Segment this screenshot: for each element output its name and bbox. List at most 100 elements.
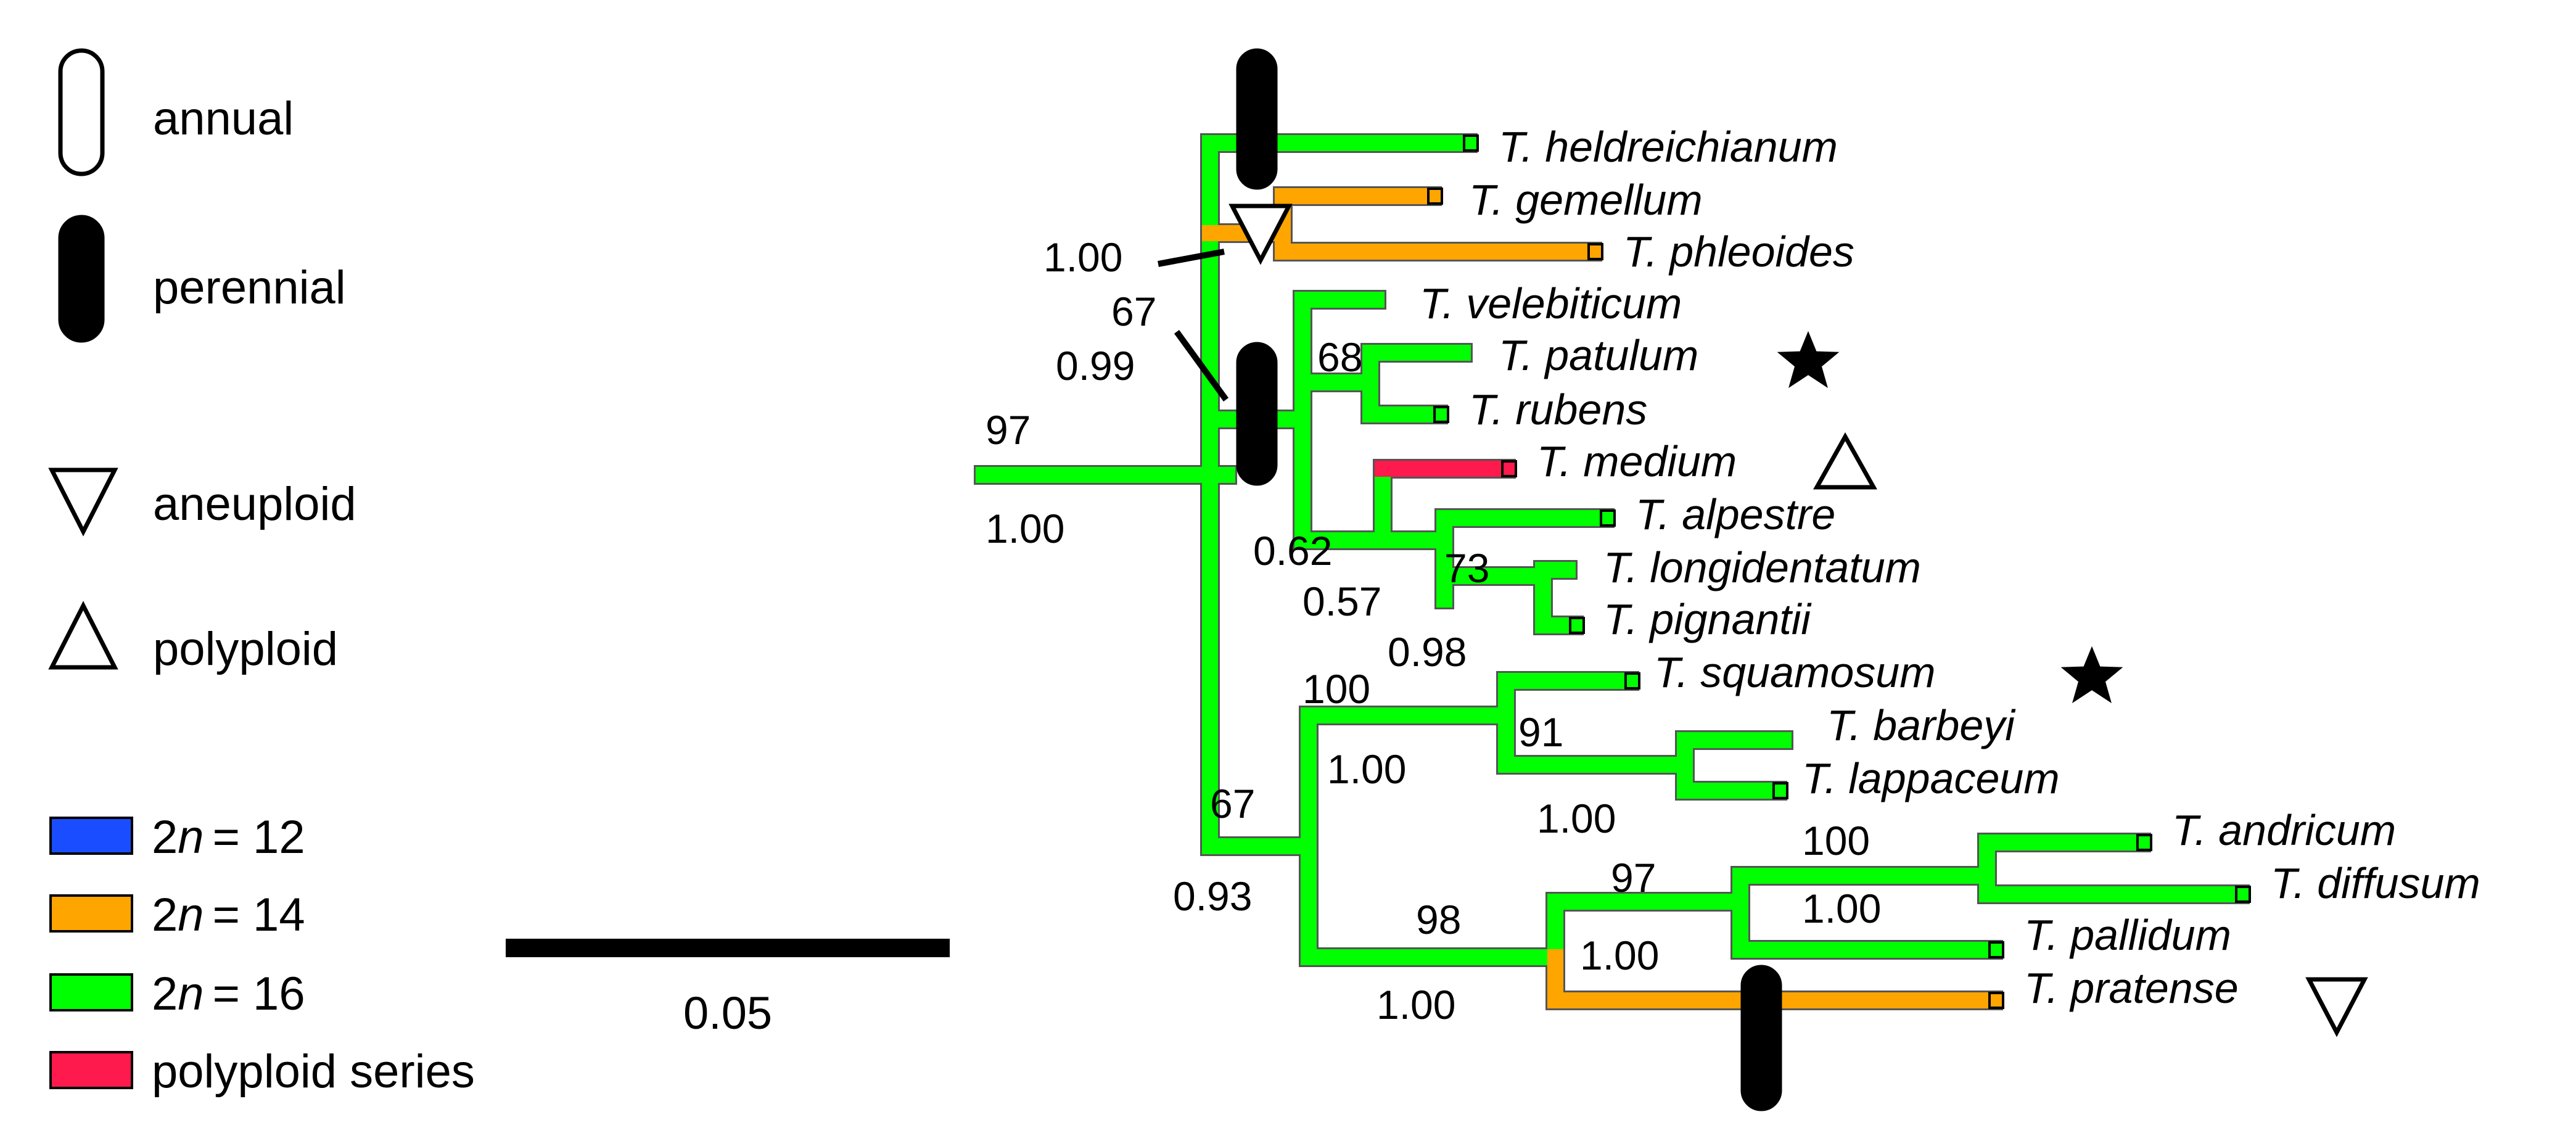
perennial-capsule-pratense-icon <box>1740 965 1782 1111</box>
tip-phleoides <box>1587 243 1603 260</box>
tip-pignantii <box>1569 617 1585 634</box>
taxon-patulum: T. patulum <box>1499 331 1698 379</box>
support-alpestre-posterior: 0.57 <box>1302 579 1381 624</box>
scale-bar-line <box>506 939 950 957</box>
longidentatum-branch <box>1535 562 1576 578</box>
lower-vertical <box>1301 707 1317 965</box>
support-andricum-bootstrap: 100 <box>1802 818 1870 863</box>
support-squamosum-bootstrap: 100 <box>1302 666 1370 712</box>
squamosum-clade-stem <box>1301 707 1514 723</box>
taxon-velebiticum: T. velebiticum <box>1420 279 1682 327</box>
crown-vertical <box>1202 135 1218 854</box>
support-longidentatum-pignantii: 0.98 <box>1388 629 1467 675</box>
polyploid-medium-icon <box>1813 432 1877 490</box>
support-pallidum-posterior: 1.00 <box>1580 933 1659 978</box>
lp-stem <box>1436 568 1551 584</box>
rubens-branch <box>1362 406 1446 422</box>
tree-symbols <box>1228 48 2368 1111</box>
tip-markers <box>1427 134 2251 1009</box>
root-stem <box>976 467 1235 483</box>
taxon-squamosum: T. squamosum <box>1654 648 1936 696</box>
taxon-heldreichianum: T. heldreichianum <box>1499 123 1838 171</box>
support-root-posterior: 1.00 <box>986 506 1064 551</box>
taxon-phleoides: T. phleoides <box>1623 228 1854 276</box>
support-lower-bootstrap: 67 <box>1210 781 1255 826</box>
taxon-labels: T. heldreichianum T. gemellum T. phleoid… <box>1420 123 2480 1012</box>
legend-2n12-value: = 12 <box>213 811 305 863</box>
tip-diffusum <box>2235 886 2251 903</box>
lower-stem <box>1202 838 1317 854</box>
diffusum-branch <box>1979 886 2248 902</box>
taxon-barbeyi: T. barbeyi <box>1827 701 2016 749</box>
andricum-branch <box>1979 834 2149 851</box>
alpestre-branch <box>1436 510 1613 526</box>
perennial-capsule-icon <box>58 215 105 343</box>
support-lower-posterior: 0.93 <box>1173 873 1252 919</box>
support-andricum-posterior: 1.00 <box>1802 886 1881 931</box>
legend-2n12-n: n <box>178 811 204 863</box>
legend-2n14-prefix: 2 <box>152 889 178 941</box>
swatch-2n16 <box>49 973 133 1011</box>
tip-pallidum <box>1988 941 2004 958</box>
taxon-rubens: T. rubens <box>1469 385 1647 434</box>
scale-bar-label: 0.05 <box>683 987 772 1039</box>
legend-2n16-value: = 16 <box>213 968 305 1020</box>
taxon-pallidum: T. pallidum <box>2024 911 2231 959</box>
legend-perennial-label: perennial <box>153 262 346 314</box>
support-core-posterior: 0.99 <box>1056 343 1135 389</box>
taxon-pratense: T. pratense <box>2024 964 2239 1012</box>
patulum-branch <box>1362 345 1471 361</box>
support-pratense-posterior: 1.00 <box>1376 982 1455 1028</box>
pallidum-clade-stem <box>1547 894 1748 910</box>
legend-2n16-prefix: 2 <box>152 968 178 1020</box>
support-pallidum-bootstrap: 97 <box>1611 855 1656 900</box>
support-barbeyi-posterior: 1.00 <box>1537 796 1616 841</box>
tip-lappaceum <box>1772 782 1788 799</box>
taxon-andricum: T. andricum <box>2172 806 2396 854</box>
support-pratense-bootstrap: 98 <box>1416 897 1461 942</box>
taxon-medium: T. medium <box>1537 437 1737 485</box>
legend-aneuploid-label: aneuploid <box>153 478 356 530</box>
support-barbeyi-bootstrap: 91 <box>1518 709 1563 755</box>
legend-2n16-label: 2n = 16 <box>152 968 305 1020</box>
scale-bar: 0.05 <box>506 939 950 1039</box>
taxon-lappaceum: T. lappaceum <box>1802 754 2060 802</box>
taxon-gemellum: T. gemellum <box>1469 176 1703 224</box>
aneuploid-gemellum-icon <box>1228 204 1293 265</box>
swatch-2n14 <box>49 894 133 933</box>
phleoides-branch <box>1275 244 1600 260</box>
support-root-bootstrap: 97 <box>986 407 1031 453</box>
swatch-polyploid-series <box>49 1051 133 1089</box>
velebiticum-branch <box>1294 292 1385 308</box>
lappaceum-branch <box>1677 783 1785 799</box>
pointer-lines <box>1158 249 1229 402</box>
core-vertical <box>1294 292 1311 548</box>
bl-stem <box>1498 757 1693 773</box>
legend-annual-label: annual <box>153 93 294 145</box>
legend-2n14-value: = 14 <box>213 889 305 941</box>
barbeyi-branch <box>1677 732 1792 748</box>
polyploid-triangle-icon <box>48 601 118 670</box>
star-patulum-icon <box>1777 331 1840 389</box>
legend: annual perennial aneuploid polyploid 2n =… <box>48 48 475 1098</box>
ad-stem <box>1732 868 1995 884</box>
support-patulum-rubens: 68 <box>1317 334 1362 380</box>
perennial-capsule-top-icon <box>1236 48 1278 190</box>
swatch-2n12 <box>49 817 133 855</box>
legend-2n16-n: n <box>178 968 204 1020</box>
taxon-alpestre: T. alpestre <box>1636 490 1835 538</box>
support-alpestre-clade: 73 <box>1444 545 1489 591</box>
tip-gemellum <box>1427 187 1443 205</box>
support-medium-clade: 0.62 <box>1253 528 1332 574</box>
support-core-bootstrap: 67 <box>1111 289 1156 334</box>
perennial-capsule-mid-icon <box>1236 342 1278 486</box>
legend-2n12-label: 2n = 12 <box>152 811 305 863</box>
star-squamosum-icon <box>2060 646 2123 704</box>
legend-2n14-label: 2n = 14 <box>152 889 305 941</box>
taxon-pignantii: T. pignantii <box>1603 595 1812 643</box>
pointer-core <box>1174 330 1229 402</box>
legend-polyploid-series-label: polyploid series <box>152 1045 475 1098</box>
pointer-gemellum <box>1158 249 1225 267</box>
aneuploid-pratense-icon <box>2305 977 2368 1037</box>
